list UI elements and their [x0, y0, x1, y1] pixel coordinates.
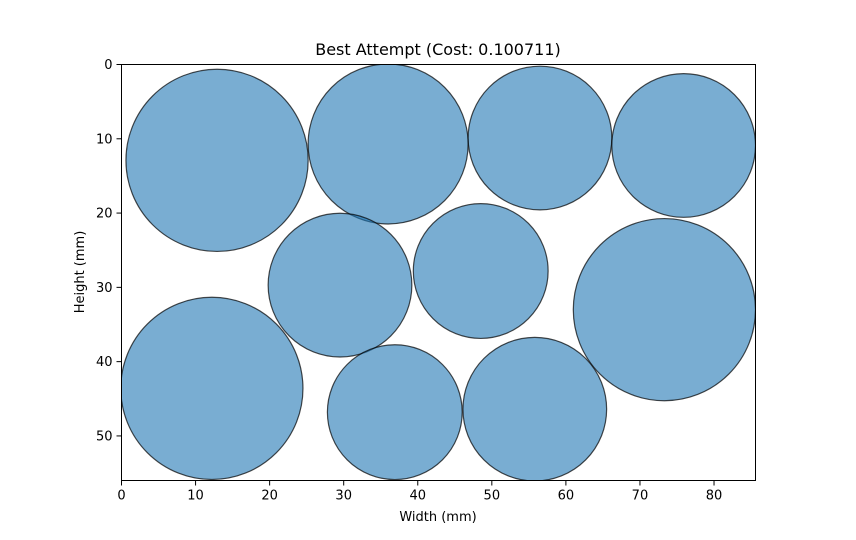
y-tick-label: 10 — [96, 132, 113, 147]
y-axis-label: Height (mm) — [73, 231, 88, 314]
x-tick-label: 70 — [632, 489, 649, 504]
circle-2 — [307, 64, 469, 225]
x-tick-label: 50 — [484, 489, 501, 504]
chart-title: Best Attempt (Cost: 0.100711) — [315, 40, 561, 59]
circle-3 — [467, 65, 613, 211]
y-tick-label: 30 — [96, 281, 113, 296]
x-axis: 0 10 20 30 40 50 60 70 80 — [117, 480, 723, 504]
plot-frame — [121, 64, 756, 481]
x-tick-label: 20 — [261, 489, 278, 504]
circle-5 — [267, 212, 413, 358]
circle-1 — [125, 68, 309, 253]
x-tick-label: 80 — [706, 489, 723, 504]
circle-6 — [412, 203, 549, 340]
y-tick-label: 20 — [96, 207, 113, 222]
y-tick-label: 40 — [96, 355, 113, 370]
x-tick-label: 10 — [187, 489, 204, 504]
x-tick-label: 30 — [335, 489, 352, 504]
y-tick-label: 50 — [96, 429, 113, 444]
circles-layer — [121, 64, 756, 481]
circle-8 — [121, 296, 304, 481]
x-tick-label: 60 — [558, 489, 575, 504]
circle-7 — [572, 217, 756, 402]
circle-4 — [611, 73, 756, 218]
x-axis-label: Width (mm) — [399, 510, 476, 525]
x-tick-label: 0 — [117, 489, 125, 504]
circle-10 — [462, 336, 608, 481]
y-tick-label: 0 — [104, 58, 112, 73]
y-axis: 0 10 20 30 40 50 — [96, 58, 122, 444]
circle-9 — [326, 344, 463, 481]
x-tick-label: 40 — [409, 489, 426, 504]
